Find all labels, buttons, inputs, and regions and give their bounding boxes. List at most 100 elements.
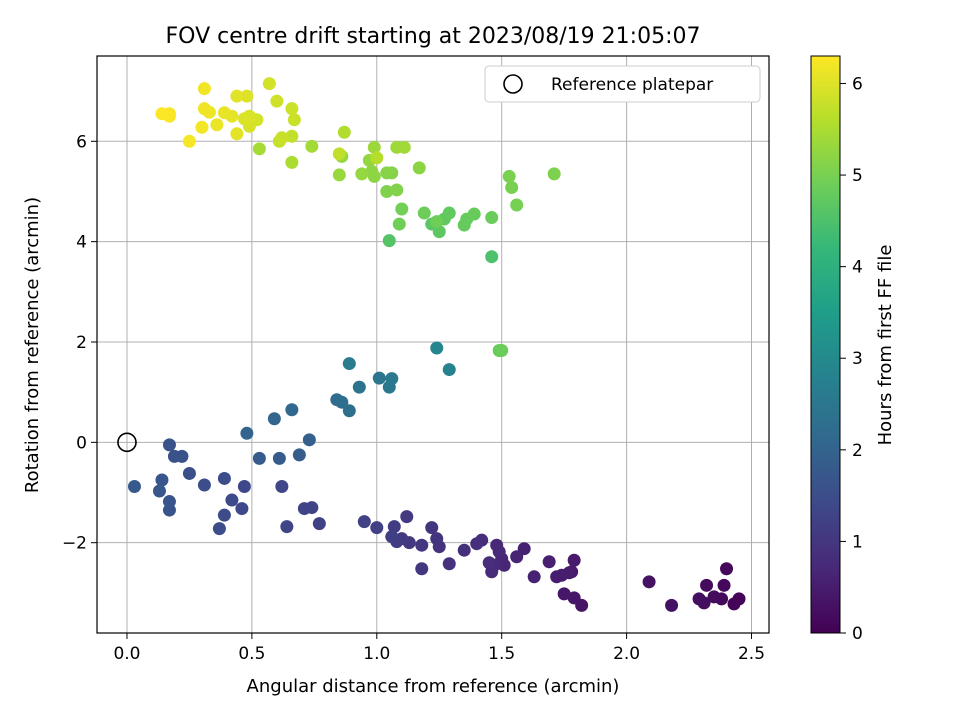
- y-tick-label: 6: [76, 132, 87, 152]
- data-point: [262, 77, 276, 91]
- data-point: [470, 537, 484, 551]
- data-point: [237, 112, 251, 126]
- y-axis-label: Rotation from reference (arcmin): [22, 197, 43, 493]
- data-point: [225, 493, 239, 507]
- data-point: [237, 479, 251, 493]
- data-point: [212, 522, 226, 536]
- data-point: [505, 180, 519, 194]
- x-axis-label: Angular distance from reference (arcmin): [247, 676, 620, 697]
- colorbar-tick-label: 5: [852, 166, 863, 186]
- data-point: [240, 426, 254, 440]
- data-point: [720, 562, 734, 576]
- data-point: [707, 590, 721, 604]
- data-point: [380, 184, 394, 198]
- data-point: [270, 94, 284, 108]
- y-tick-label: 0: [76, 433, 87, 453]
- data-point: [485, 250, 499, 264]
- data-point: [400, 510, 414, 524]
- data-point: [457, 543, 471, 557]
- legend: Reference platepar: [484, 65, 761, 103]
- data-point: [542, 555, 556, 569]
- data-point: [162, 438, 176, 452]
- data-point: [700, 578, 714, 592]
- colorbar-ticks: 0 1 2 3 4 5 6: [840, 74, 863, 644]
- data-point: [357, 515, 371, 529]
- data-point: [485, 211, 499, 225]
- data-point: [430, 215, 444, 229]
- data-point: [382, 234, 396, 248]
- data-point: [252, 142, 266, 156]
- data-point: [482, 556, 496, 570]
- data-point: [442, 363, 456, 377]
- data-point: [385, 372, 399, 386]
- data-point: [370, 521, 384, 535]
- data-point: [235, 502, 249, 516]
- data-point: [390, 183, 404, 197]
- data-point: [195, 120, 209, 134]
- data-point: [430, 341, 444, 355]
- legend-reference-marker-icon: [503, 74, 523, 94]
- data-point: [275, 479, 289, 493]
- data-point: [287, 113, 301, 127]
- data-point: [417, 206, 431, 220]
- data-point: [425, 521, 439, 535]
- data-point: [370, 151, 384, 165]
- data-point: [415, 562, 429, 576]
- colorbar-tick-label: 0: [852, 624, 863, 644]
- colorbar-tick-label: 3: [852, 349, 863, 369]
- data-point: [275, 131, 289, 145]
- data-point: [127, 479, 141, 493]
- x-axis-ticks: 0.0 0.5 1.0 1.5 2.0 2.5: [113, 633, 765, 664]
- data-point: [240, 89, 254, 103]
- colorbar-label: Hours from first FF file: [875, 245, 896, 446]
- data-point: [312, 517, 326, 531]
- data-point: [197, 82, 211, 96]
- y-axis-ticks: −2 0 2 4 6: [62, 132, 97, 554]
- data-point: [355, 167, 369, 181]
- data-point: [372, 371, 386, 385]
- x-tick-label: 2.5: [738, 644, 765, 664]
- data-point: [285, 155, 299, 169]
- data-point: [332, 168, 346, 182]
- data-point: [380, 166, 394, 180]
- data-point: [272, 451, 286, 465]
- data-point: [692, 592, 706, 606]
- data-point: [352, 380, 366, 394]
- data-point: [292, 448, 306, 462]
- data-point: [297, 502, 311, 516]
- data-point: [550, 570, 564, 584]
- data-point: [197, 102, 211, 116]
- legend-entry-reference-platepar: Reference platepar: [551, 75, 713, 95]
- data-point: [342, 357, 356, 371]
- data-point: [210, 118, 224, 132]
- colorbar: [810, 55, 841, 634]
- data-point: [335, 395, 349, 409]
- reference-platepar-marker: [117, 432, 137, 453]
- data-point: [510, 198, 524, 212]
- data-point: [490, 538, 504, 552]
- data-point: [727, 597, 741, 611]
- data-point: [285, 129, 299, 143]
- data-point: [230, 127, 244, 141]
- data-point: [342, 404, 356, 418]
- data-point: [502, 169, 516, 183]
- data-point: [217, 471, 231, 485]
- x-tick-label: 0.0: [113, 644, 140, 664]
- data-point: [717, 578, 731, 592]
- data-point: [665, 598, 679, 612]
- data-points: [127, 77, 746, 612]
- data-point: [415, 538, 429, 552]
- data-point: [567, 591, 581, 605]
- data-point: [182, 466, 196, 480]
- y-tick-label: 2: [76, 333, 87, 353]
- data-point: [167, 449, 181, 463]
- data-point: [395, 202, 409, 216]
- data-point: [557, 587, 571, 601]
- data-point: [467, 207, 481, 221]
- data-point: [285, 403, 299, 417]
- x-tick-label: 2.0: [613, 644, 640, 664]
- data-point: [280, 520, 294, 534]
- y-tick-label: −2: [62, 534, 87, 554]
- data-point: [162, 495, 176, 509]
